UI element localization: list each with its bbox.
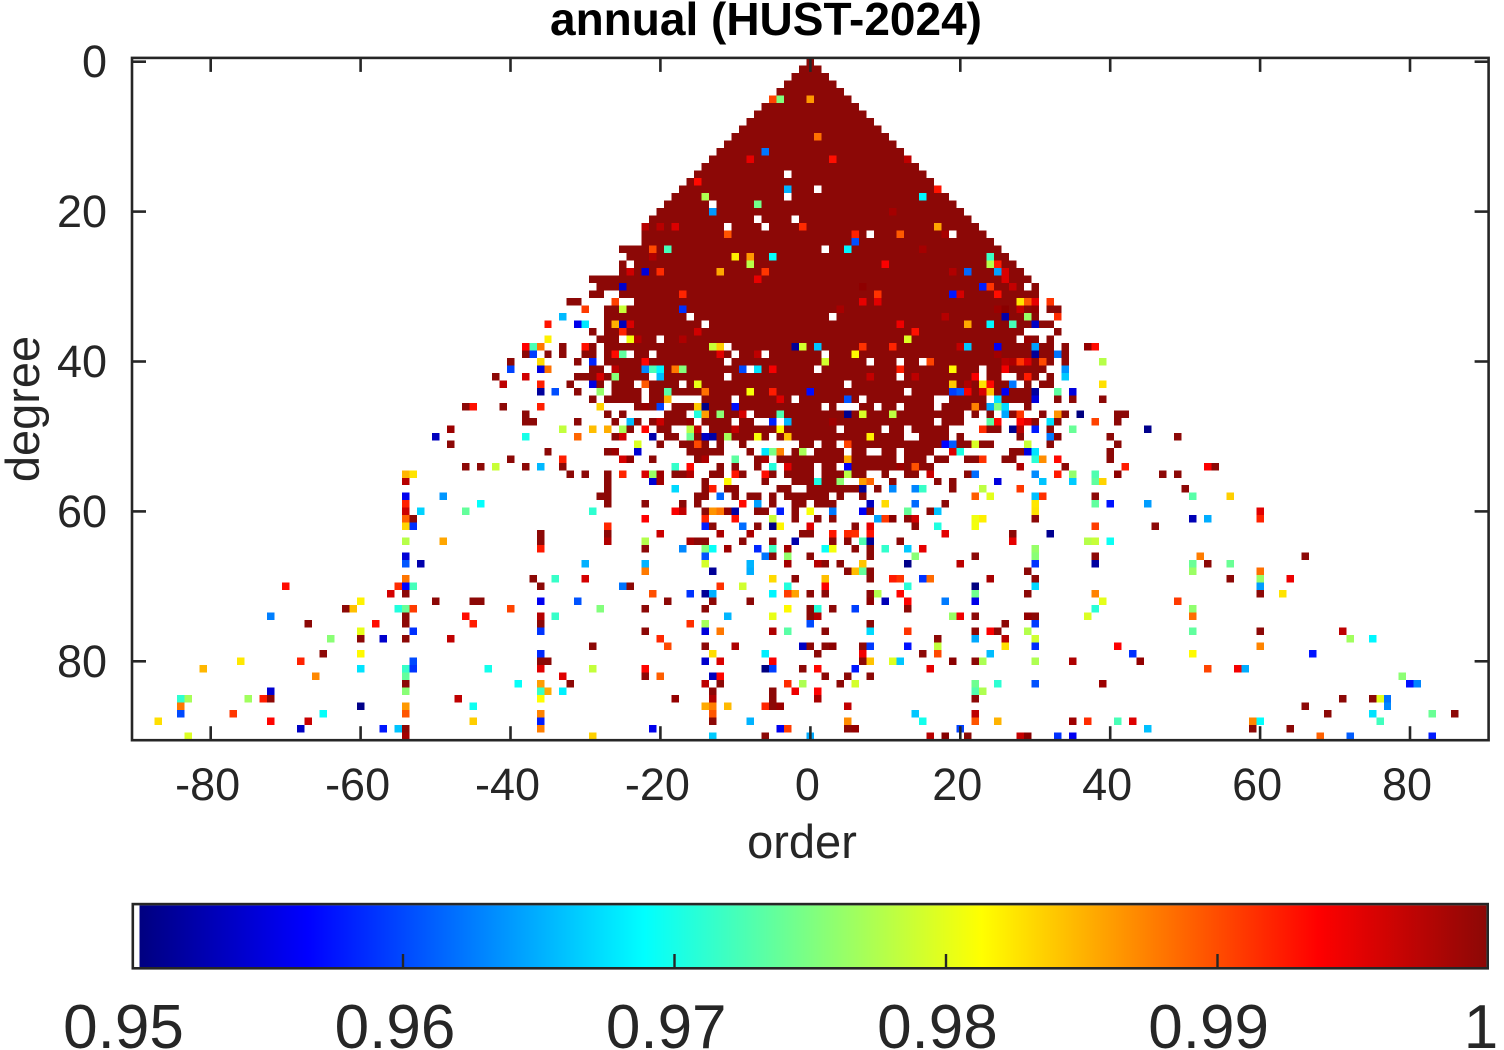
svg-text:80: 80 [1382, 759, 1432, 810]
svg-text:0.95: 0.95 [63, 993, 184, 1050]
svg-text:0.99: 0.99 [1148, 993, 1269, 1050]
svg-text:-60: -60 [325, 759, 390, 810]
svg-text:40: 40 [1082, 759, 1132, 810]
svg-text:0.96: 0.96 [335, 993, 456, 1050]
svg-text:annual (HUST-2024): annual (HUST-2024) [550, 0, 982, 45]
svg-text:-20: -20 [625, 759, 690, 810]
svg-text:1: 1 [1464, 993, 1498, 1050]
svg-text:degree: degree [0, 336, 49, 482]
svg-text:0.97: 0.97 [606, 993, 727, 1050]
svg-text:60: 60 [57, 486, 107, 537]
svg-text:0: 0 [795, 759, 820, 810]
svg-text:60: 60 [1232, 759, 1282, 810]
svg-text:-80: -80 [175, 759, 240, 810]
svg-text:0.98: 0.98 [877, 993, 998, 1050]
svg-text:-40: -40 [475, 759, 540, 810]
svg-text:80: 80 [57, 636, 107, 687]
svg-text:40: 40 [57, 336, 107, 387]
svg-text:0: 0 [82, 36, 107, 87]
svg-text:order: order [747, 815, 857, 868]
svg-text:20: 20 [57, 186, 107, 237]
svg-text:20: 20 [932, 759, 982, 810]
